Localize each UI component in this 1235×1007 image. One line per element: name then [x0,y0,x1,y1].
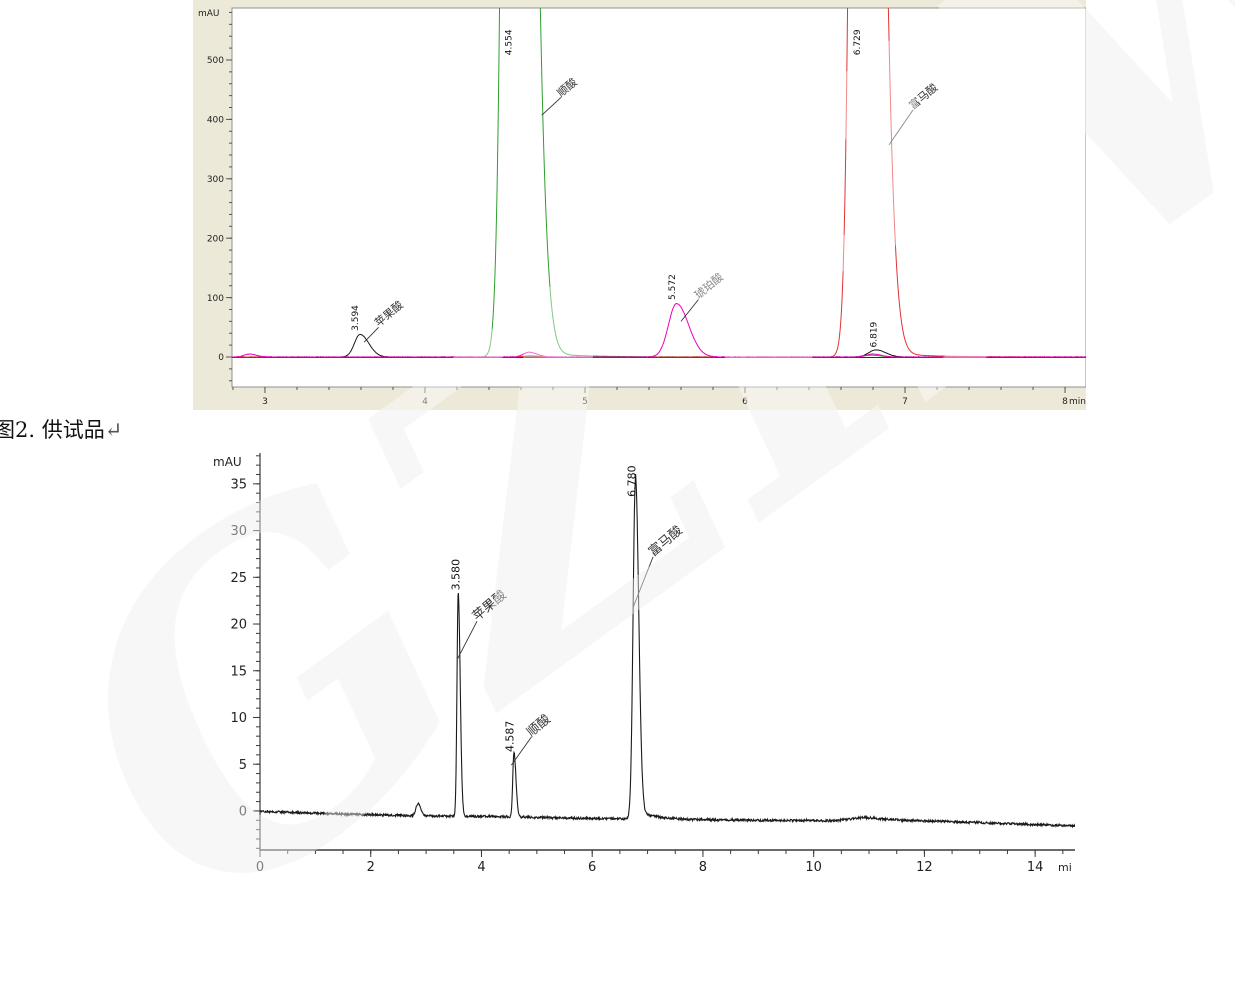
retention-time-labels: 3.594 4.554 5.572 6.729 6.819 [351,29,879,347]
leader-line [541,97,562,116]
figure-caption: 图2. 供试品↵ [0,414,122,444]
axis-ticks [253,455,1064,857]
svg-text:8: 8 [699,860,707,875]
svg-text:200: 200 [207,234,224,244]
svg-text:6: 6 [742,397,748,407]
y-axis-unit: mAU [198,9,220,19]
svg-text:400: 400 [207,116,224,126]
svg-text:5: 5 [239,758,247,773]
standards-chromatogram: 3 4 5 6 7 8 min 0 100 200 300 400 500 mAU 3.594 4.554 5.… [193,0,1086,410]
svg-text:30: 30 [230,524,247,539]
compound-label: 顺酸 [524,712,554,740]
svg-text:4: 4 [422,397,428,407]
traces [232,8,1086,358]
svg-text:5: 5 [582,397,588,407]
leader-line [632,556,654,608]
svg-text:20: 20 [230,618,247,633]
svg-text:0: 0 [239,805,247,820]
compound-label: 富马酸 [645,522,685,559]
paragraph-return-mark: ↵ [104,418,123,442]
leader-line [680,299,699,322]
sample-trace [260,474,1075,829]
svg-text:6: 6 [588,860,596,875]
traces [260,474,1075,829]
leader-line [888,109,914,146]
svg-text:mi: mi [1058,861,1072,874]
svg-text:4: 4 [477,860,485,875]
svg-text:0: 0 [218,353,224,363]
svg-text:4.587: 4.587 [503,721,516,753]
svg-text:3.594: 3.594 [351,305,361,331]
magenta-trace [232,303,1086,358]
axis-ticks [226,11,1066,393]
svg-text:8: 8 [1062,397,1068,407]
svg-text:5.572: 5.572 [668,274,678,300]
svg-text:4.554: 4.554 [505,29,515,55]
svg-text:12: 12 [916,860,933,875]
svg-text:7: 7 [902,397,908,407]
svg-text:100: 100 [207,294,224,304]
svg-text:3: 3 [262,397,268,407]
compound-label: 苹果酸 [470,588,510,625]
svg-text:14: 14 [1027,860,1044,875]
y-axis-unit: mAU [213,455,242,469]
svg-text:min: min [1069,397,1086,407]
svg-text:10: 10 [805,860,822,875]
svg-text:6.729: 6.729 [853,29,863,55]
figure-caption-text: 图2. 供试品 [0,418,105,442]
svg-text:6.780: 6.780 [625,465,638,497]
svg-text:0: 0 [256,860,264,875]
svg-text:3.580: 3.580 [450,559,463,591]
svg-text:2: 2 [367,860,375,875]
svg-text:10: 10 [230,711,247,726]
svg-text:6.819: 6.819 [869,321,879,347]
svg-text:25: 25 [230,571,247,586]
leader-line [510,736,532,766]
leader-line [363,326,379,343]
axis-labels: 3 4 5 6 7 8 min 0 100 200 300 400 500 [207,56,1086,407]
retention-time-labels: 3.580 4.587 6.780 [450,465,639,752]
sample-chromatogram: 0 2 4 6 8 10 12 14 mi 0 5 10 15 20 25 30 35 mAU 3.580 4.587… [213,453,1075,875]
leader-line [457,621,478,659]
svg-text:500: 500 [207,56,224,66]
axis-labels: 0 2 4 6 8 10 12 14 mi 0 5 10 15 20 25 30 35 [230,478,1071,875]
svg-text:300: 300 [207,175,224,185]
svg-text:35: 35 [230,478,247,493]
plot-area [231,7,1086,388]
svg-text:15: 15 [230,664,247,679]
